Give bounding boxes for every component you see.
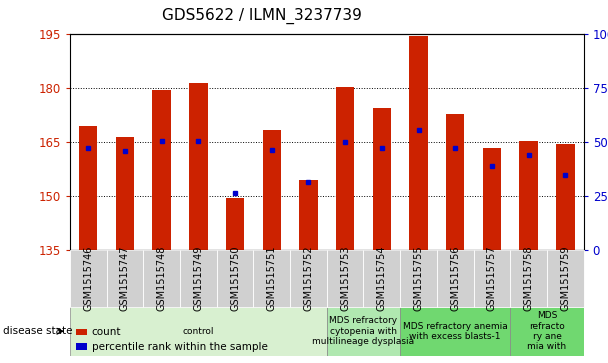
Text: control: control (182, 327, 214, 336)
Bar (556, 144, 575, 250)
Bar (483, 148, 501, 250)
Text: GSM1515747: GSM1515747 (120, 246, 130, 311)
Bar (327, 307, 400, 356)
Bar (510, 307, 584, 356)
Text: GSM1515755: GSM1515755 (413, 246, 424, 311)
Bar (446, 114, 465, 250)
Bar (400, 307, 510, 356)
Text: GSM1515748: GSM1515748 (157, 246, 167, 311)
Text: MDS refractory anemia
with excess blasts-1: MDS refractory anemia with excess blasts… (403, 322, 508, 341)
Bar (79, 126, 97, 250)
Text: GSM1515759: GSM1515759 (561, 246, 570, 311)
Text: percentile rank within the sample: percentile rank within the sample (92, 342, 268, 352)
Text: GSM1515753: GSM1515753 (340, 246, 350, 311)
Bar (409, 36, 427, 250)
Bar (263, 130, 281, 250)
Text: MDS refractory
cytopenia with
multilineage dysplasia: MDS refractory cytopenia with multilinea… (313, 316, 415, 346)
Bar (336, 87, 354, 250)
Text: GSM1515756: GSM1515756 (451, 246, 460, 311)
Text: GSM1515757: GSM1515757 (487, 246, 497, 311)
Text: disease state: disease state (3, 326, 72, 336)
Text: GSM1515751: GSM1515751 (267, 246, 277, 311)
Bar (519, 141, 538, 250)
Text: GDS5622 / ILMN_3237739: GDS5622 / ILMN_3237739 (162, 7, 362, 24)
Bar (189, 83, 207, 250)
Bar (153, 90, 171, 250)
Text: GSM1515754: GSM1515754 (377, 246, 387, 311)
Text: GSM1515749: GSM1515749 (193, 246, 203, 311)
Text: count: count (92, 327, 122, 337)
Bar (116, 137, 134, 250)
Text: GSM1515750: GSM1515750 (230, 246, 240, 311)
Text: GSM1515758: GSM1515758 (523, 246, 534, 311)
Bar (70, 307, 327, 356)
Text: GSM1515746: GSM1515746 (83, 246, 93, 311)
Bar (226, 198, 244, 250)
Bar (373, 108, 391, 250)
Text: MDS
refracto
ry ane
mia with: MDS refracto ry ane mia with (527, 311, 567, 351)
Bar (299, 180, 317, 250)
Text: GSM1515752: GSM1515752 (303, 246, 314, 311)
